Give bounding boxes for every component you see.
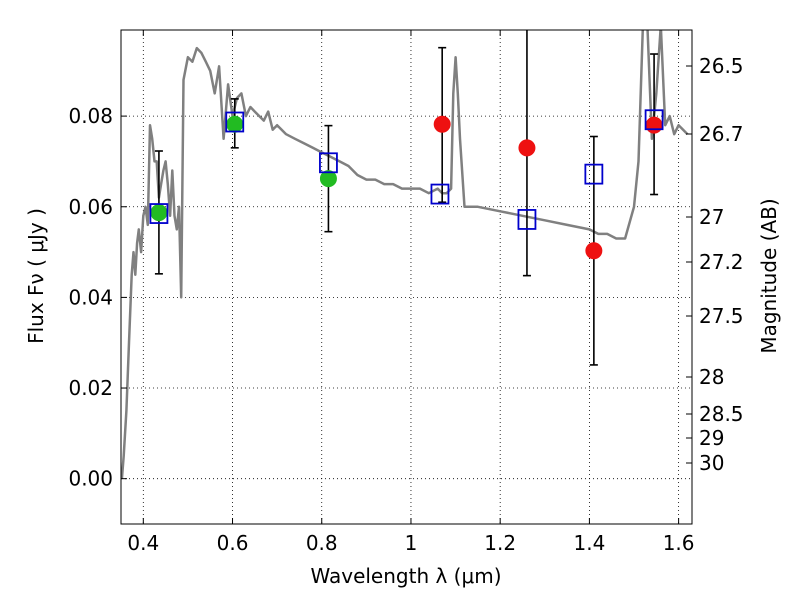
nondetection-point xyxy=(645,116,663,134)
y-axis-title: Flux Fν ( μJy ) xyxy=(24,208,48,344)
y-tick-label: 0.00 xyxy=(68,467,113,491)
x-axis-title: Wavelength λ (μm) xyxy=(310,564,501,588)
y-tick-label: 0.04 xyxy=(68,285,113,309)
detection-point xyxy=(226,115,244,133)
right-tick-label: 26.5 xyxy=(699,54,744,78)
detection-point xyxy=(150,204,168,222)
x-tick-label: 0.6 xyxy=(217,531,249,555)
model-spectrum-line xyxy=(121,30,689,479)
model-photometry-point xyxy=(225,111,245,133)
right-tick-label: 26.7 xyxy=(699,122,744,146)
right-tick-label: 27.2 xyxy=(699,250,744,274)
right-axis-title: Magnitude (AB) xyxy=(757,198,781,353)
right-tick-label: 29 xyxy=(699,426,724,450)
right-tick-label: 28.5 xyxy=(699,402,744,426)
plot-frame xyxy=(120,29,693,525)
nondetection-point xyxy=(518,139,536,157)
data-points-layer xyxy=(149,30,664,366)
nondetection-point xyxy=(433,115,451,133)
right-tick-label: 28 xyxy=(699,365,724,389)
detection-point xyxy=(319,170,337,188)
model-photometry-point xyxy=(319,152,338,174)
nondetection-point xyxy=(585,242,603,260)
x-tick-label: 1 xyxy=(405,531,418,555)
y-tick-label: 0.06 xyxy=(68,195,113,219)
model-photometry-point xyxy=(584,163,604,185)
model-photometry-point xyxy=(149,203,169,224)
model-photometry-point xyxy=(517,209,537,230)
y-tick-label: 0.02 xyxy=(68,376,113,400)
x-tick-label: 0.8 xyxy=(306,531,338,555)
right-tick-label: 27 xyxy=(699,205,724,229)
x-tick-label: 1.6 xyxy=(663,531,695,555)
right-tick-label: 30 xyxy=(699,451,724,475)
right-tick-label: 27.5 xyxy=(699,304,744,328)
model-spectrum-layer xyxy=(121,30,689,479)
model-photometry-point xyxy=(430,183,450,205)
y-tick-label: 0.08 xyxy=(68,104,113,128)
x-tick-label: 1.2 xyxy=(484,531,516,555)
x-tick-label: 0.4 xyxy=(127,531,159,555)
axes-layer: 0.4 0.6 0.8 1 1.2 1.4 1.6 0.00 0.02 0.04 0.06 0.08 2… xyxy=(68,29,744,555)
model-photometry-point xyxy=(644,109,664,131)
x-tick-label: 1.4 xyxy=(573,531,605,555)
